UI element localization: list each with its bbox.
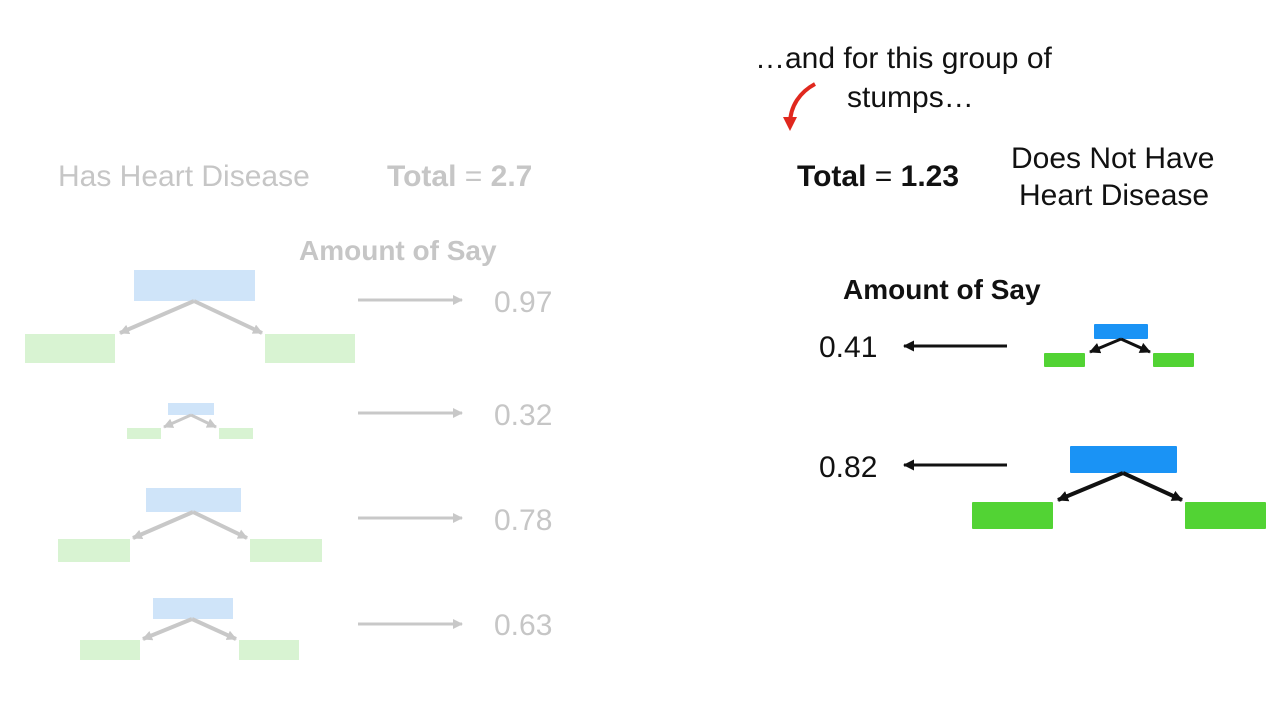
stump-leaf-node (265, 334, 355, 363)
stump-leaf-node (127, 428, 161, 439)
stump-branch (191, 617, 237, 641)
right-amount-of-say-label: Amount of Say (843, 274, 1041, 305)
right-stump-1 (1044, 324, 1194, 367)
stump-root-node (168, 403, 214, 415)
left-stump-4 (80, 598, 299, 660)
left-amount-of-say-label: Amount of Say (299, 235, 497, 266)
left-say-value-2: 0.32 (494, 399, 553, 432)
right-total-label: Total (797, 160, 867, 193)
stump-leaf-node (80, 640, 140, 660)
left-total-value: 2.7 (490, 160, 533, 193)
stump-root-node (1094, 324, 1148, 339)
caption-line-2: stumps… (847, 81, 974, 114)
stump-leaf-node (1153, 353, 1194, 367)
stump-branch (1089, 337, 1122, 354)
right-title-line-1: Does Not Have (1011, 142, 1215, 175)
stump-branch (192, 510, 248, 540)
stump-root-node (134, 270, 255, 301)
stump-leaf-node (239, 640, 299, 660)
curved-red-arrow (783, 82, 816, 131)
right-total: Total = 1.23 (797, 160, 959, 194)
stump-leaf-node (25, 334, 115, 363)
stump-leaf-node (972, 502, 1053, 529)
left-total-label: Total (387, 160, 457, 193)
stump-root-node (1070, 446, 1177, 473)
right-say-value-1: 0.41 (819, 331, 878, 364)
stump-leaf-node (1185, 502, 1266, 529)
left-stump-3 (58, 488, 322, 562)
left-title: Has Heart Disease (58, 160, 310, 193)
stump-branch (119, 299, 195, 335)
stump-branch (132, 510, 194, 540)
left-total: Total = 2.7 (387, 160, 532, 194)
left-stump-2 (127, 403, 253, 439)
stump-root-node (146, 488, 241, 512)
left-total-eq: = (456, 160, 491, 193)
stump-branch (163, 413, 192, 429)
right-say-value-2: 0.82 (819, 451, 878, 484)
stump-branch (142, 617, 193, 641)
stump-leaf-node (219, 428, 253, 439)
stump-leaf-node (1044, 353, 1085, 367)
stump-branch (1122, 471, 1183, 502)
left-say-value-1: 0.97 (494, 286, 553, 319)
stump-branch (1120, 337, 1151, 354)
stump-root-node (153, 598, 233, 619)
stump-branch (1057, 471, 1124, 502)
left-say-value-4: 0.63 (494, 609, 553, 642)
right-total-eq: = (866, 160, 901, 193)
left-say-value-3: 0.78 (494, 504, 553, 537)
left-stump-1 (25, 270, 355, 363)
caption-line-1: …and for this group of (755, 42, 1052, 75)
right-title-line-2: Heart Disease (1019, 179, 1210, 212)
stump-branch (190, 413, 217, 429)
stump-branch (193, 299, 263, 335)
stump-leaf-node (250, 539, 322, 562)
stump-leaf-node (58, 539, 130, 562)
right-total-value: 1.23 (900, 160, 960, 193)
right-stump-2 (972, 446, 1266, 529)
